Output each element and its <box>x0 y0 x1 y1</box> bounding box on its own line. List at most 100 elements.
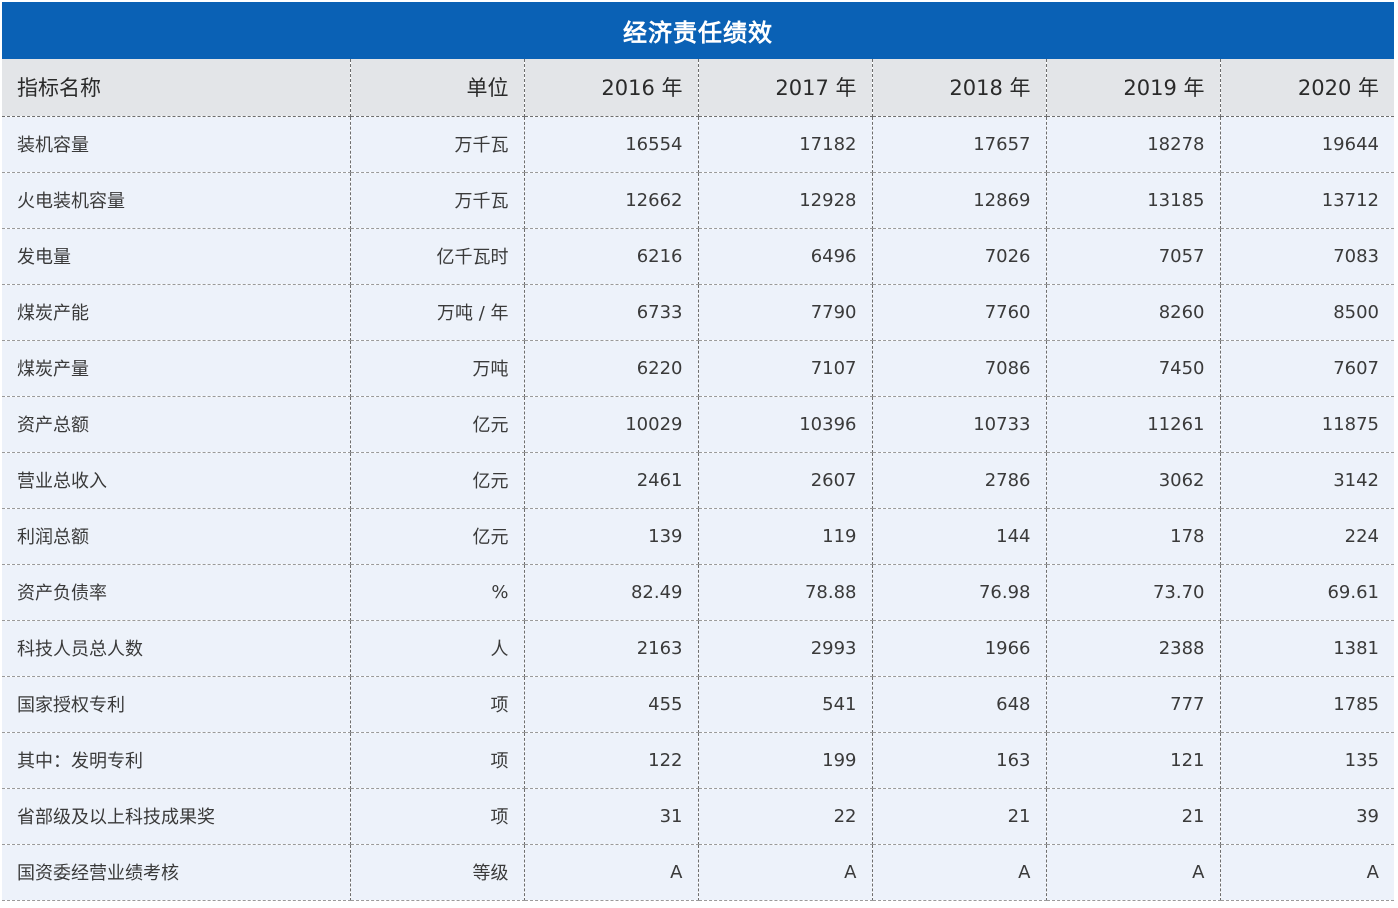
table-row: 煤炭产量 万吨 6220 7107 7086 7450 7607 <box>2 340 1394 397</box>
value-cell: 119 <box>698 508 873 565</box>
value-cell: 8260 <box>1046 284 1221 341</box>
value-cell: 73.70 <box>1046 564 1221 621</box>
table-row: 营业总收入 亿元 2461 2607 2786 3062 3142 <box>2 452 1394 509</box>
table-row: 资产负债率% 82.49 78.88 76.98 73.70 69.61 <box>2 564 1394 621</box>
unit-cell: 亿元 <box>350 452 525 509</box>
value-cell: 22 <box>698 788 873 845</box>
value-cell: 13185 <box>1046 172 1221 229</box>
indicator-name-cell: 国家授权专利 <box>2 676 351 733</box>
table-row: 装机容量 万千瓦 16554 17182 17657 18278 19644 <box>2 116 1394 173</box>
value-cell: 12928 <box>698 172 873 229</box>
indicator-name-cell: 火电装机容量 <box>2 172 351 229</box>
value-cell: 12662 <box>524 172 699 229</box>
value-cell: 11261 <box>1046 396 1221 453</box>
value-cell: 178 <box>1046 508 1221 565</box>
indicator-name-cell: 资产总额 <box>2 396 351 453</box>
indicator-name-cell: 煤炭产量 <box>2 340 351 397</box>
value-cell: 1381 <box>1220 620 1394 677</box>
value-cell: 6216 <box>524 228 699 285</box>
value-cell: 121 <box>1046 732 1221 789</box>
value-cell: A <box>698 844 873 901</box>
value-cell: A <box>1046 844 1221 901</box>
table-row: 火电装机容量 万千瓦 12662 12928 12869 13185 13712 <box>2 172 1394 229</box>
value-cell: 21 <box>1046 788 1221 845</box>
value-cell: 10733 <box>872 396 1047 453</box>
table-row: 其中：发明专利项 122 199 163 121 135 <box>2 732 1394 789</box>
unit-cell: 等级 <box>350 844 525 901</box>
value-cell: 19644 <box>1220 116 1394 173</box>
indicator-name-cell: 国资委经营业绩考核 <box>2 844 351 901</box>
value-cell: 76.98 <box>872 564 1047 621</box>
indicator-name-cell: 发电量 <box>2 228 351 285</box>
value-cell: 17657 <box>872 116 1047 173</box>
value-cell: 163 <box>872 732 1047 789</box>
performance-table: 指标名称 单位 2016 年 2017 年 2018 年 2019 年 2020… <box>2 59 1394 901</box>
value-cell: 69.61 <box>1220 564 1394 621</box>
table-row: 省部级及以上科技成果奖项 31 22 21 21 39 <box>2 788 1394 845</box>
value-cell: 7450 <box>1046 340 1221 397</box>
value-cell: 6496 <box>698 228 873 285</box>
value-cell: 1785 <box>1220 676 1394 733</box>
table-title: 经济责任绩效 <box>2 2 1394 59</box>
value-cell: 31 <box>524 788 699 845</box>
value-cell: 2163 <box>524 620 699 677</box>
value-cell: 2461 <box>524 452 699 509</box>
unit-cell: 万吨 / 年 <box>350 284 525 341</box>
column-header-year: 2020 年 <box>1220 59 1394 117</box>
unit-cell: % <box>350 564 525 621</box>
value-cell: 2786 <box>872 452 1047 509</box>
column-header-year: 2016 年 <box>524 59 699 117</box>
value-cell: 7107 <box>698 340 873 397</box>
value-cell: 82.49 <box>524 564 699 621</box>
unit-cell: 万千瓦 <box>350 116 525 173</box>
value-cell: 7057 <box>1046 228 1221 285</box>
value-cell: 7083 <box>1220 228 1394 285</box>
value-cell: 2388 <box>1046 620 1221 677</box>
value-cell: 139 <box>524 508 699 565</box>
value-cell: 10396 <box>698 396 873 453</box>
table-row: 煤炭产能 万吨 / 年 6733 7790 7760 8260 8500 <box>2 284 1394 341</box>
value-cell: 13712 <box>1220 172 1394 229</box>
value-cell: 122 <box>524 732 699 789</box>
value-cell: 777 <box>1046 676 1221 733</box>
unit-cell: 万吨 <box>350 340 525 397</box>
unit-cell: 人 <box>350 620 525 677</box>
value-cell: 6220 <box>524 340 699 397</box>
column-header-name: 指标名称 <box>2 59 351 117</box>
unit-cell: 亿元 <box>350 396 525 453</box>
indicator-name-cell: 利润总额 <box>2 508 351 565</box>
unit-cell: 项 <box>350 732 525 789</box>
value-cell: 144 <box>872 508 1047 565</box>
unit-cell: 亿千瓦时 <box>350 228 525 285</box>
column-header-year: 2017 年 <box>698 59 873 117</box>
value-cell: 541 <box>698 676 873 733</box>
unit-cell: 亿元 <box>350 508 525 565</box>
value-cell: 39 <box>1220 788 1394 845</box>
value-cell: 7607 <box>1220 340 1394 397</box>
column-header-year: 2019 年 <box>1046 59 1221 117</box>
value-cell: 17182 <box>698 116 873 173</box>
value-cell: 11875 <box>1220 396 1394 453</box>
value-cell: 7760 <box>872 284 1047 341</box>
value-cell: 199 <box>698 732 873 789</box>
value-cell: 78.88 <box>698 564 873 621</box>
indicator-name-cell: 其中：发明专利 <box>2 732 351 789</box>
value-cell: A <box>872 844 1047 901</box>
value-cell: 21 <box>872 788 1047 845</box>
indicator-name-cell: 资产负债率 <box>2 564 351 621</box>
value-cell: 2607 <box>698 452 873 509</box>
indicator-name-cell: 营业总收入 <box>2 452 351 509</box>
value-cell: 1966 <box>872 620 1047 677</box>
table-row: 资产总额 亿元 10029 10396 10733 11261 11875 <box>2 396 1394 453</box>
table-row: 国资委经营业绩考核 等级 A A A A A <box>2 844 1394 901</box>
value-cell: A <box>1220 844 1394 901</box>
indicator-name-cell: 省部级及以上科技成果奖 <box>2 788 351 845</box>
value-cell: 455 <box>524 676 699 733</box>
value-cell: 8500 <box>1220 284 1394 341</box>
value-cell: 7026 <box>872 228 1047 285</box>
value-cell: 6733 <box>524 284 699 341</box>
column-header-unit: 单位 <box>350 59 525 117</box>
indicator-name-cell: 科技人员总人数 <box>2 620 351 677</box>
value-cell: 18278 <box>1046 116 1221 173</box>
